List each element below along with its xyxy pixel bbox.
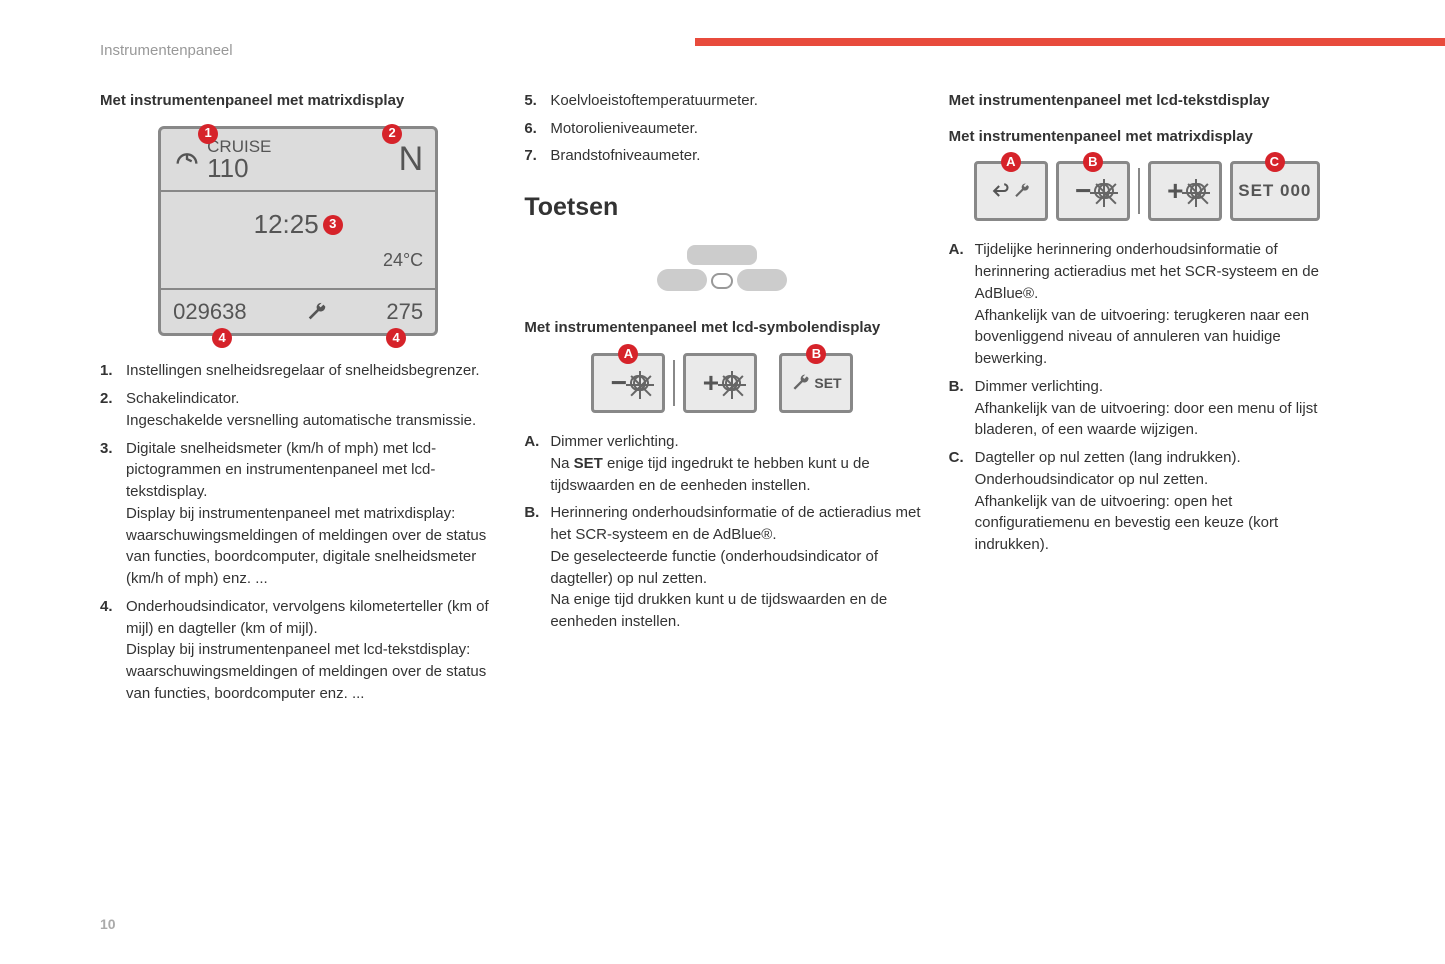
- col2-alpha-list: A.Dimmer verlichting.Na SET enige tijd i…: [524, 431, 920, 633]
- col2-heading: Met instrumentenpaneel met lcd-symbolend…: [524, 317, 920, 339]
- list-item: 3.Digitale snelheidsmeter (km/h of mph) …: [100, 438, 496, 590]
- btn-dim-plus: +: [1148, 161, 1222, 221]
- badge-c: C: [1265, 152, 1285, 172]
- badge-b: B: [806, 344, 826, 364]
- display-panel: CRUISE 110 N 12:25 3 24°C 029638: [158, 126, 438, 337]
- list-item: C.Dagteller op nul zetten (lang indrukke…: [949, 447, 1345, 556]
- col3-alpha-list: A.Tijdelijke herinnering onderhoudsinfor…: [949, 239, 1345, 556]
- odometer: 029638: [173, 296, 246, 328]
- col2-top-list: 5.Koelvloeistoftemperatuurmeter. 6.Motor…: [524, 90, 920, 167]
- column-2: 5.Koelvloeistoftemperatuurmeter. 6.Motor…: [524, 90, 920, 711]
- list-item: 5.Koelvloeistoftemperatuurmeter.: [524, 90, 920, 112]
- wrench-icon: [791, 373, 811, 393]
- col1-heading: Met instrumentenpaneel met matrixdisplay: [100, 90, 496, 112]
- btn-set000: C SET 000: [1230, 161, 1320, 221]
- back-arrow-icon: [990, 181, 1010, 201]
- divider: [673, 360, 675, 406]
- list-item: A.Dimmer verlichting.Na SET enige tijd i…: [524, 431, 920, 496]
- col2-buttons: A − + B SET: [524, 353, 920, 413]
- col1-list: 1.Instellingen snelheidsregelaar of snel…: [100, 360, 496, 704]
- column-3: Met instrumentenpaneel met lcd-tekstdisp…: [949, 90, 1345, 711]
- list-item: 6.Motorolieniveaumeter.: [524, 118, 920, 140]
- list-item: A.Tijdelijke herinnering onderhoudsinfor…: [949, 239, 1345, 370]
- badge-a: A: [618, 344, 638, 364]
- header-red-bar: [695, 38, 1445, 46]
- badge-4b: 4: [386, 328, 406, 348]
- badge-1: 1: [198, 124, 218, 144]
- matrix-display-figure: CRUISE 110 N 12:25 3 24°C 029638: [158, 126, 438, 337]
- panel-row-bottom: 029638 275: [161, 288, 435, 334]
- list-item: B.Dimmer verlichting.Afhankelijk van de …: [949, 376, 1345, 441]
- gear-indicator: N: [399, 135, 424, 184]
- panel-row-mid: 12:25 3 24°C: [161, 190, 435, 288]
- divider: [1138, 168, 1140, 214]
- list-item: 1.Instellingen snelheidsregelaar of snel…: [100, 360, 496, 382]
- col3-heading1: Met instrumentenpaneel met lcd-tekstdisp…: [949, 90, 1345, 112]
- content-columns: Met instrumentenpaneel met matrixdisplay…: [100, 90, 1345, 711]
- wrench-icon: [1013, 182, 1031, 200]
- column-1: Met instrumentenpaneel met matrixdisplay…: [100, 90, 496, 711]
- badge-2: 2: [382, 124, 402, 144]
- page-number: 10: [100, 914, 116, 934]
- badge-4a: 4: [212, 328, 232, 348]
- btn-dim-minus: A −: [591, 353, 665, 413]
- btn-dim-plus: +: [683, 353, 757, 413]
- speedometer-icon: [173, 145, 201, 173]
- col3-buttons: A B − + C SET 000: [949, 161, 1345, 221]
- badge-b: B: [1083, 152, 1103, 172]
- btn-back: A: [974, 161, 1048, 221]
- list-item: 7.Brandstofniveaumeter.: [524, 145, 920, 167]
- wrench-icon: [306, 301, 328, 323]
- badge-3: 3: [323, 215, 343, 235]
- btn-set: B SET: [779, 353, 853, 413]
- list-item: 4.Onderhoudsindicator, vervolgens kilome…: [100, 596, 496, 705]
- badge-a: A: [1001, 152, 1021, 172]
- list-item: 2.Schakelindicator.Ingeschakelde versnel…: [100, 388, 496, 432]
- cluster-silhouette: [647, 239, 797, 299]
- clock-value: 12:25: [254, 206, 319, 244]
- temp-value: 24°C: [383, 247, 423, 273]
- btn-dim-minus: B −: [1056, 161, 1130, 221]
- cruise-speed: 110: [207, 155, 271, 181]
- trip: 275: [386, 296, 423, 328]
- section-toetsen: Toetsen: [524, 189, 920, 225]
- list-item: B.Herinnering onderhoudsinformatie of de…: [524, 502, 920, 633]
- col3-heading2: Met instrumentenpaneel met matrixdisplay: [949, 126, 1345, 148]
